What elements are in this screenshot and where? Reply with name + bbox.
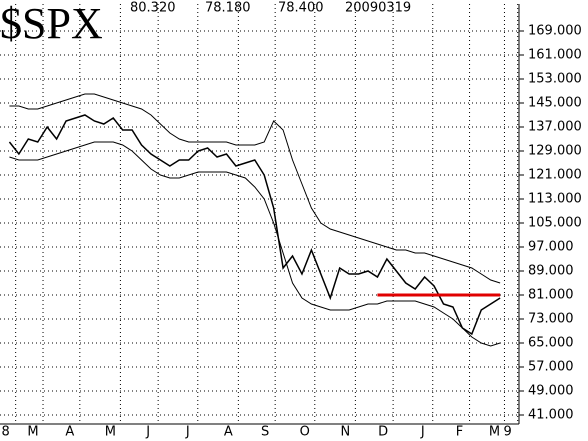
y-tick-label: 153.000 (528, 72, 582, 87)
x-tick-label: M (489, 425, 500, 440)
x-tick-label: A (224, 425, 233, 440)
y-tick-label: 49.000 (528, 384, 574, 399)
annotation: 80.320 (130, 1, 176, 16)
x-tick-label: J (145, 425, 150, 440)
y-tick-label: 145.000 (528, 96, 582, 111)
y-tick-label: 81.000 (528, 288, 574, 303)
y-tick-label: 161.000 (528, 48, 582, 63)
x-tick-label: S (261, 425, 269, 440)
chart-title: $SPX (0, 0, 103, 48)
y-tick-label: 89.000 (528, 264, 574, 279)
y-tick-label: 41.000 (528, 408, 574, 423)
annotation: 20090319 (345, 1, 411, 16)
x-tick-label: O (300, 425, 310, 440)
x-tick-label: A (65, 425, 74, 440)
y-tick-label: 65.000 (528, 336, 574, 351)
x-tick-label: J (420, 425, 425, 440)
series-line (9, 141, 501, 347)
y-tick-label: 137.000 (528, 120, 582, 135)
x-tick-label: F (456, 425, 463, 440)
x-tick-label: M (27, 425, 38, 440)
series-line (8, 114, 501, 336)
y-tick-label: 97.000 (528, 240, 574, 255)
y-tick-label: 105.000 (528, 216, 582, 231)
x-tick-label: N (341, 425, 351, 440)
y-tick-label: 169.000 (528, 24, 582, 39)
x-tick-label: 9 (504, 425, 512, 440)
x-tick-label: 8 (2, 425, 10, 440)
y-tick-label: 57.000 (528, 360, 574, 375)
annotation: 78.400 (278, 1, 324, 16)
x-tick-label: M (105, 425, 116, 440)
y-tick-label: 129.000 (528, 144, 582, 159)
y-tick-label: 113.000 (528, 192, 582, 207)
y-tick-label: 73.000 (528, 312, 574, 327)
x-tick-label: J (185, 425, 190, 440)
series-line (9, 93, 501, 284)
x-tick-label: D (378, 425, 388, 440)
y-tick-label: 121.000 (528, 168, 582, 183)
annotation: 78.180 (205, 1, 251, 16)
